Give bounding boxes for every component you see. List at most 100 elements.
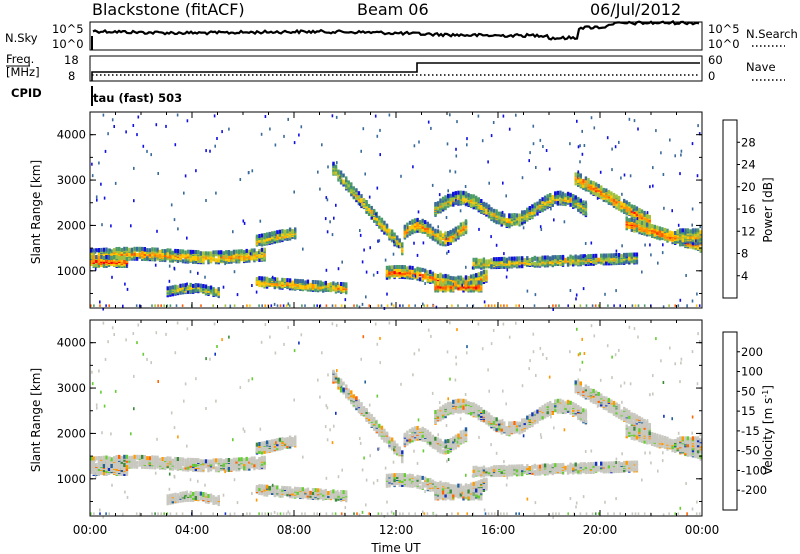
power-cell [341,260,343,264]
power-cell [322,281,325,286]
power-cell [619,304,621,307]
power-cell [447,241,450,246]
power-cell [635,227,639,232]
power-cell [594,182,598,187]
power-cell [411,265,414,270]
power-cell [153,247,157,252]
power-cell [148,252,152,257]
power-cell [186,252,190,257]
power-cell [186,289,190,294]
power-cell [452,238,455,243]
power-cell [263,282,266,287]
power-cell [536,211,539,216]
power-cell [679,298,682,302]
velocity-cell [120,464,123,468]
velocity-cell [309,490,312,495]
power-cell [369,246,371,250]
power-cell [260,276,264,281]
power-cell [452,276,455,281]
power-cell [574,172,577,177]
power-cell [563,220,566,224]
power-cell [362,198,366,203]
power-cell [663,227,667,232]
power-cell [679,172,681,176]
power-cell [214,144,216,148]
power-cell [533,304,536,307]
power-cell [459,209,462,213]
power-cell [186,249,190,254]
power-cell [264,304,266,307]
power-cell [263,247,266,252]
power-cell [446,251,448,255]
power-cell [169,248,172,253]
power-cell [122,304,124,308]
power-cell [643,222,646,227]
power-cell [505,257,509,262]
power-cell [680,149,683,153]
power-cell [379,153,381,157]
power-cell [480,261,483,266]
power-cell [686,228,690,233]
velocity-cell [255,485,259,489]
power-cell [480,280,483,285]
velocity-cell [322,489,325,494]
power-cell [429,223,432,228]
velocity-cell [146,464,149,469]
velocity-cell [92,456,95,461]
power-cell [329,282,333,287]
power-cell [467,281,470,286]
power-cell [273,230,276,235]
power-cell [233,304,236,307]
power-cell [466,143,468,147]
power-cell [689,229,692,234]
power-cell [645,222,649,227]
velocity-cell [273,438,276,443]
power-cell [174,284,177,289]
velocity-cell [220,458,223,463]
power-cell [276,304,279,307]
power-cell [99,300,101,304]
power-cell [232,253,236,258]
velocity-cell [314,492,317,497]
power-cell [214,288,218,293]
power-cell [390,229,394,234]
power-cell [374,114,377,118]
power-cell [698,132,701,136]
power-cell [403,265,406,270]
power-cell [638,207,641,212]
power-cell [681,237,684,242]
power-cell [263,233,266,237]
power-cell [579,173,582,178]
power-cell [227,250,231,254]
power-cell [584,255,588,260]
power-cell [462,277,465,282]
power-cell [521,256,524,261]
power-cell [534,293,537,297]
velocity-cell [153,465,157,470]
power-cell [589,254,593,258]
power-cell [325,268,328,272]
power-cell [518,213,521,218]
power-cell [304,280,307,285]
velocity-cell [207,466,210,471]
power-cell [482,270,486,274]
power-cell [100,247,103,252]
power-cell [265,276,269,281]
power-cell [431,271,435,276]
power-cell [459,190,463,195]
power-cell [398,238,401,243]
velocity-cell [265,484,269,489]
power-cell [293,141,296,145]
power-cell [275,233,277,237]
power-cell [107,259,111,263]
power-cell [151,304,153,307]
power-cell [104,149,107,153]
power-cell [174,143,177,147]
power-cell [278,280,282,285]
power-cell [431,275,435,280]
power-cell [569,289,572,292]
power-cell [585,200,587,204]
velocity-cell [283,437,287,442]
power-cell [487,304,490,307]
power-cell [264,115,267,118]
